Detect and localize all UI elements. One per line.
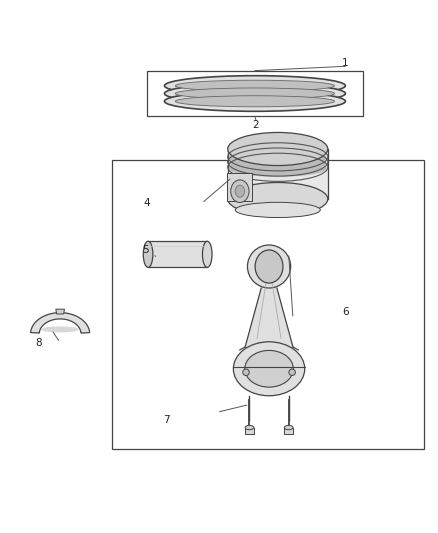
Ellipse shape (233, 342, 305, 396)
Text: 8: 8 (35, 338, 42, 348)
Bar (113, 160, 424, 449)
Ellipse shape (41, 326, 79, 333)
Ellipse shape (229, 155, 327, 172)
Ellipse shape (247, 245, 291, 288)
Ellipse shape (228, 182, 328, 215)
Ellipse shape (289, 369, 295, 376)
Ellipse shape (175, 80, 335, 91)
Ellipse shape (245, 425, 254, 430)
Text: 5: 5 (142, 245, 148, 255)
Polygon shape (245, 288, 293, 347)
Ellipse shape (245, 350, 293, 387)
Ellipse shape (235, 185, 245, 197)
Ellipse shape (229, 150, 327, 166)
Text: 4: 4 (144, 198, 151, 208)
Ellipse shape (235, 203, 320, 217)
Bar (284, 427, 293, 434)
Polygon shape (31, 313, 90, 333)
Ellipse shape (255, 250, 283, 283)
Text: 6: 6 (342, 307, 349, 317)
Ellipse shape (243, 369, 249, 376)
Ellipse shape (231, 180, 249, 203)
Ellipse shape (229, 160, 327, 177)
Ellipse shape (164, 84, 346, 103)
Polygon shape (56, 309, 64, 314)
Ellipse shape (143, 241, 153, 268)
Ellipse shape (175, 96, 335, 107)
Bar (245, 427, 254, 434)
Text: 2: 2 (253, 119, 259, 130)
Ellipse shape (164, 76, 346, 96)
Polygon shape (227, 173, 252, 201)
Bar (147, 71, 363, 116)
Ellipse shape (228, 133, 328, 166)
Text: 7: 7 (163, 415, 170, 425)
Text: 1: 1 (342, 58, 349, 68)
Ellipse shape (284, 425, 293, 430)
Polygon shape (228, 149, 328, 199)
Ellipse shape (164, 91, 346, 111)
Ellipse shape (175, 88, 335, 99)
Ellipse shape (202, 241, 212, 268)
Polygon shape (148, 241, 207, 268)
